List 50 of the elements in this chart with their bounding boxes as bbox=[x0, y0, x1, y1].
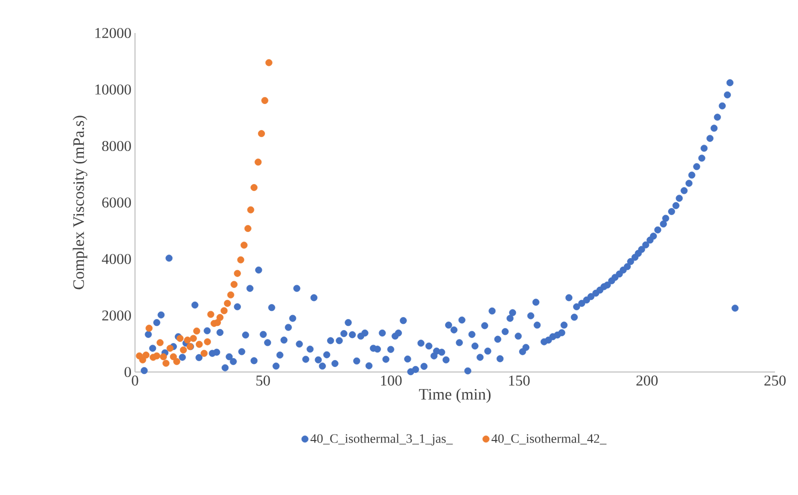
point bbox=[258, 130, 265, 138]
point bbox=[200, 350, 208, 357]
y-tick-label: 12000 bbox=[95, 28, 131, 38]
point bbox=[139, 356, 146, 364]
point bbox=[250, 184, 258, 192]
point bbox=[173, 358, 180, 366]
point bbox=[224, 300, 231, 307]
point bbox=[156, 339, 164, 346]
point bbox=[162, 360, 170, 367]
x-tick-label: 50 bbox=[256, 376, 270, 386]
point bbox=[240, 242, 248, 249]
y-tick-label: 8000 bbox=[102, 140, 131, 152]
legend-label: 40_C_isothermal_42_ bbox=[492, 434, 606, 444]
point bbox=[170, 353, 177, 360]
point bbox=[254, 158, 262, 166]
y-tick-label: 6000 bbox=[102, 197, 131, 208]
point bbox=[180, 346, 187, 354]
point bbox=[146, 324, 153, 332]
point bbox=[166, 344, 174, 352]
point bbox=[265, 59, 272, 66]
y-tick-label: 10000 bbox=[95, 84, 131, 95]
y-tick-label: 2000 bbox=[102, 310, 131, 321]
y-tick-label: 0 bbox=[124, 366, 131, 378]
point bbox=[234, 270, 241, 277]
point bbox=[160, 353, 167, 360]
point bbox=[142, 352, 150, 359]
point bbox=[261, 97, 268, 104]
point bbox=[193, 328, 200, 335]
point bbox=[207, 310, 214, 318]
point bbox=[190, 334, 197, 342]
point bbox=[216, 314, 224, 321]
point bbox=[153, 352, 160, 360]
y-axis-title: Complex Viscosity (mPa.s) bbox=[72, 116, 88, 290]
point bbox=[247, 206, 254, 214]
y-tick-label: 4000 bbox=[102, 254, 131, 264]
point bbox=[184, 336, 191, 344]
x-tick-label: 0 bbox=[132, 376, 138, 386]
point bbox=[196, 340, 203, 348]
x-tick-label: 250 bbox=[764, 376, 786, 386]
point bbox=[237, 256, 244, 264]
point bbox=[230, 280, 238, 288]
x-axis-title: Time (min) bbox=[419, 388, 491, 403]
legend-label: 40_C_isothermal_3_1_jas_ bbox=[310, 434, 453, 446]
point bbox=[220, 307, 228, 314]
point bbox=[227, 291, 234, 298]
x-tick-label: 200 bbox=[636, 376, 658, 386]
point bbox=[244, 224, 252, 232]
x-tick-label: 100 bbox=[381, 376, 402, 386]
point bbox=[204, 338, 211, 346]
x-tick-label: 150 bbox=[509, 376, 530, 386]
